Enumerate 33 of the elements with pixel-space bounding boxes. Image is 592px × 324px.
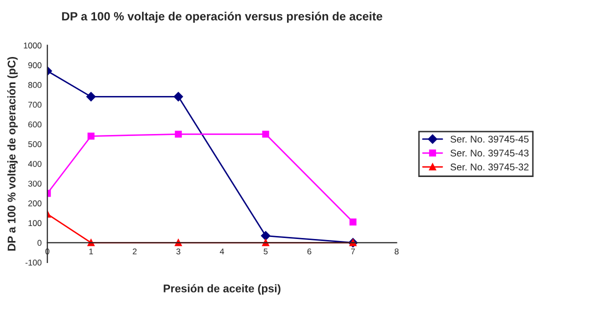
point xyxy=(261,231,270,240)
point xyxy=(174,130,182,138)
x-tick-label: 8 xyxy=(394,248,399,254)
legend-label: Ser. No. 39745-43 xyxy=(450,150,529,157)
x-tick-label: 3 xyxy=(176,248,180,254)
point xyxy=(262,130,270,138)
x-tick-label: 1 xyxy=(89,248,93,254)
y-axis-title: DP a 100 % voltaje de operación (pC) xyxy=(7,56,18,251)
y-tick-label: 200 xyxy=(28,200,42,206)
point xyxy=(88,132,94,140)
y-tick-label: 600 xyxy=(28,122,42,128)
chart-title: DP a 100 % voltaje de operación versus presión de aceite xyxy=(62,12,382,23)
point xyxy=(350,218,356,226)
y-tick-label: 100 xyxy=(28,220,42,226)
x-axis-title: Presión de aceite (psi) xyxy=(164,284,280,295)
y-tick-label: 800 xyxy=(28,82,42,88)
y-tick-label: -100 xyxy=(25,260,42,266)
y-tick-label: 1000 xyxy=(24,42,42,48)
x-tick-label: 2 xyxy=(132,248,137,254)
x-tick-label: 7 xyxy=(351,248,355,254)
x-tick-label: 6 xyxy=(307,248,312,254)
y-tick-label: 500 xyxy=(28,141,42,148)
x-tick-label: 4 xyxy=(220,248,224,254)
point xyxy=(174,92,183,102)
y-tick-label: 900 xyxy=(28,62,42,68)
y-tick-label: 300 xyxy=(28,180,42,187)
x-tick-label: 5 xyxy=(264,248,268,254)
legend-label: Ser. No. 39745-45 xyxy=(450,136,529,143)
y-tick-label: 700 xyxy=(28,102,42,108)
legend-label: Ser. No. 39745-32 xyxy=(450,164,528,170)
point xyxy=(86,92,96,102)
y-tick-label: 0 xyxy=(37,240,42,246)
y-tick-label: 400 xyxy=(28,160,42,167)
